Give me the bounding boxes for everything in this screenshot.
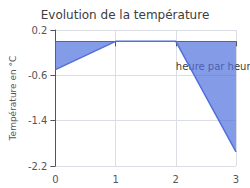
svg-text:-0.6: -0.6 bbox=[28, 70, 48, 81]
svg-text:Température en °C: Température en °C bbox=[8, 56, 18, 142]
svg-text:0.2: 0.2 bbox=[32, 25, 48, 36]
svg-text:-2.2: -2.2 bbox=[28, 161, 48, 172]
svg-text:1: 1 bbox=[112, 174, 118, 185]
svg-text:Evolution de la température: Evolution de la température bbox=[41, 8, 210, 22]
svg-text:-1.4: -1.4 bbox=[28, 115, 48, 126]
svg-text:3: 3 bbox=[233, 174, 239, 185]
svg-text:0: 0 bbox=[52, 174, 58, 185]
svg-text:2: 2 bbox=[173, 174, 179, 185]
